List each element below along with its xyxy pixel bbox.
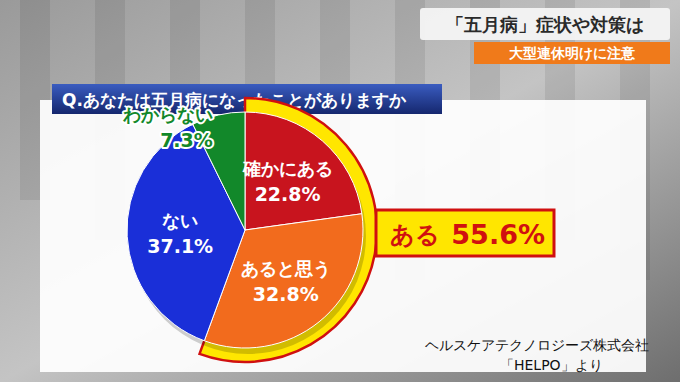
highlight-value: 55.6%: [451, 219, 545, 250]
slice-value: 7.3%: [160, 129, 213, 151]
source-text: ヘルスケアテクノロジーズ株式会社: [425, 337, 649, 353]
slice-labels: 確かにある 22.8% あると思う 32.8% ない 37.1% わからない 7.3%: [122, 104, 333, 305]
slice-value: 37.1%: [147, 235, 213, 257]
chart-root: 「五月病」症状や対策は大型連休明けに注意 Q.あなたは五月病になったことがあります…: [0, 0, 680, 382]
slice-value: 22.8%: [255, 183, 321, 205]
header-title: 「五月病」症状や対策は: [446, 14, 644, 35]
slice-category: 確かにある: [242, 158, 333, 179]
slice-category: ない: [162, 210, 198, 231]
chart-title: Q.あなたは五月病になったことがありますか: [62, 90, 407, 110]
background: [0, 0, 680, 382]
header-box: [420, 8, 670, 40]
slices: [127, 112, 363, 348]
highlight-box: [376, 210, 554, 256]
slice-category: わからない: [122, 104, 213, 125]
highlight-label: ある: [390, 221, 440, 249]
slice-value: 32.8%: [253, 283, 319, 305]
slice-category: あると思う: [241, 258, 331, 279]
source-text: 「HELPO」より: [500, 357, 603, 373]
subtitle-box: [474, 42, 670, 64]
header-subtitle: 大型連休明けに注意: [509, 45, 636, 61]
